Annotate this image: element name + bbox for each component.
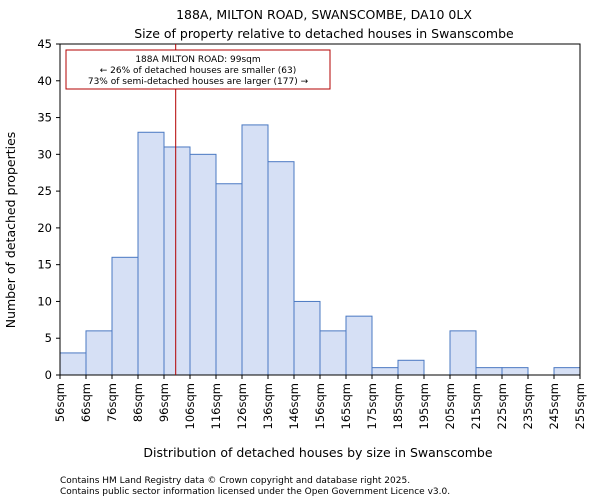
bar-56sqm xyxy=(59,352,87,376)
x-tick-label: 116sqm xyxy=(209,383,223,429)
bar-156sqm xyxy=(319,330,347,376)
bar-215sqm xyxy=(475,367,503,376)
chart-title: 188A, MILTON ROAD, SWANSCOMBE, DA10 0LX xyxy=(176,7,472,22)
bar-126sqm xyxy=(241,124,269,376)
x-tick-label: 215sqm xyxy=(469,383,483,429)
y-tick-label: 0 xyxy=(45,368,52,382)
x-tick-label: 106sqm xyxy=(183,383,197,429)
y-tick-label: 45 xyxy=(37,37,52,51)
x-tick-label: 255sqm xyxy=(573,383,587,429)
bar-76sqm xyxy=(111,256,139,376)
x-tick-label: 76sqm xyxy=(105,383,119,422)
y-tick-label: 5 xyxy=(45,331,52,345)
bar-86sqm xyxy=(137,131,165,376)
x-tick-label: 235sqm xyxy=(521,383,535,429)
x-tick-label: 86sqm xyxy=(131,383,145,422)
x-tick-label: 195sqm xyxy=(417,383,431,429)
y-axis-ticks: 0 5 10 15 20 25 30 35 40 45 xyxy=(37,37,60,382)
bar-175sqm xyxy=(371,367,399,376)
bar-116sqm xyxy=(215,183,243,376)
y-tick-label: 25 xyxy=(37,184,52,198)
y-tick-label: 20 xyxy=(37,221,52,235)
x-tick-label: 96sqm xyxy=(157,383,171,422)
bar-66sqm xyxy=(85,330,113,376)
y-tick-label: 10 xyxy=(37,294,52,308)
bar-106sqm xyxy=(189,153,217,376)
x-tick-label: 126sqm xyxy=(235,383,249,429)
x-tick-label: 225sqm xyxy=(495,383,509,429)
x-tick-label: 156sqm xyxy=(313,383,327,429)
footer-line-1: Contains HM Land Registry data © Crown c… xyxy=(60,476,410,486)
bars xyxy=(59,124,581,376)
annotation-line-2: ← 26% of detached houses are smaller (63… xyxy=(100,66,297,76)
bar-225sqm xyxy=(501,367,529,376)
x-tick-label: 185sqm xyxy=(391,383,405,429)
x-tick-label: 245sqm xyxy=(547,383,561,429)
annotation-line-1: 188A MILTON ROAD: 99sqm xyxy=(135,55,260,65)
bar-185sqm xyxy=(397,359,425,376)
chart-subtitle: Size of property relative to detached ho… xyxy=(134,26,514,41)
x-tick-label: 56sqm xyxy=(53,383,67,422)
footer-line-2: Contains public sector information licen… xyxy=(60,487,450,497)
x-tick-label: 136sqm xyxy=(261,383,275,429)
y-tick-label: 40 xyxy=(37,74,52,88)
bar-205sqm xyxy=(449,330,477,376)
y-tick-label: 35 xyxy=(37,111,52,125)
bar-146sqm xyxy=(293,300,321,376)
bar-96sqm xyxy=(163,146,191,376)
x-tick-label: 175sqm xyxy=(365,383,379,429)
x-axis-label: Distribution of detached houses by size … xyxy=(143,445,492,460)
plot-area-frame xyxy=(59,43,581,376)
annotation-frame xyxy=(65,49,331,90)
bar-245sqm xyxy=(553,367,581,376)
annotation-line-3: 73% of semi-detached houses are larger (… xyxy=(88,77,309,87)
x-tick-label: 165sqm xyxy=(339,383,353,429)
y-tick-label: 15 xyxy=(37,258,52,272)
x-tick-label: 205sqm xyxy=(443,383,457,429)
bar-165sqm xyxy=(345,315,373,376)
x-tick-label: 146sqm xyxy=(287,383,301,429)
bar-136sqm xyxy=(267,161,295,376)
annotation-box: 188A MILTON ROAD: 99sqm ← 26% of detache… xyxy=(65,49,331,90)
x-tick-label: 66sqm xyxy=(79,383,93,422)
x-axis-ticks: 56sqm 66sqm 76sqm 86sqm 96sqm 106sqm 116sqm 126… xyxy=(53,375,587,429)
y-axis-label: Number of detached properties xyxy=(3,132,18,329)
y-tick-label: 30 xyxy=(37,147,52,161)
